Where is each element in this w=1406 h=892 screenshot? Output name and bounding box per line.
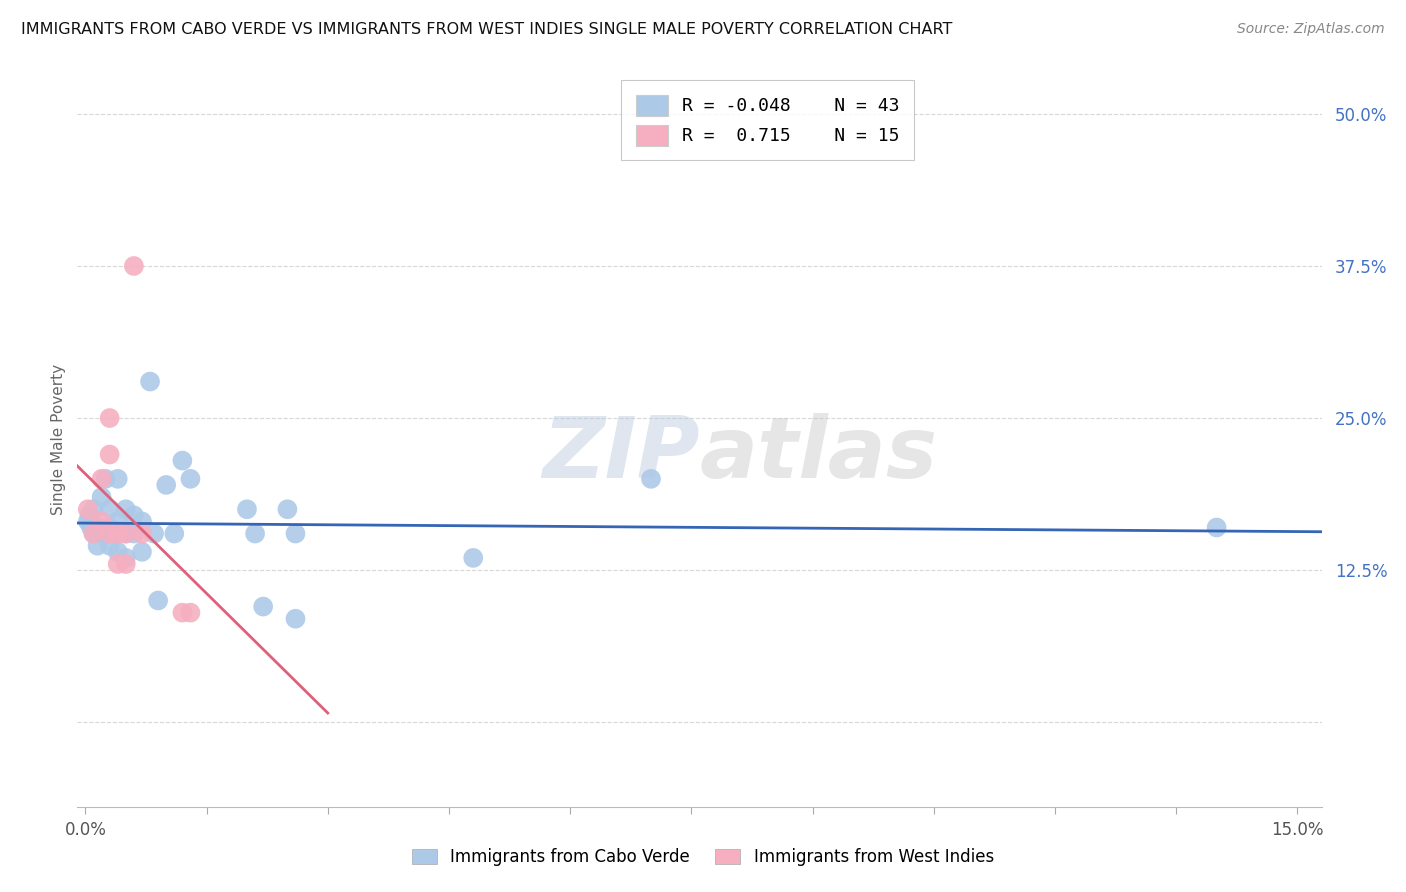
Point: [107, 545, 129, 559]
Point: [98, 448, 121, 462]
Point: [98, 539, 121, 553]
Point: [90, 526, 112, 541]
Point: [82, 502, 104, 516]
Point: [114, 526, 136, 541]
Point: [107, 472, 129, 486]
Point: [640, 472, 662, 486]
Point: [284, 612, 307, 626]
Point: [107, 515, 129, 529]
Point: [90, 515, 112, 529]
Point: [90, 490, 112, 504]
Point: [107, 526, 129, 541]
Point: [89, 520, 111, 534]
Point: [76, 515, 98, 529]
Point: [107, 557, 129, 571]
Point: [114, 502, 136, 516]
Point: [94, 526, 117, 541]
Point: [91, 526, 114, 541]
Point: [90, 472, 112, 486]
Point: [139, 375, 162, 389]
Point: [82, 526, 104, 541]
Y-axis label: Single Male Poverty: Single Male Poverty: [51, 364, 66, 515]
Point: [276, 502, 298, 516]
Point: [236, 502, 259, 516]
Legend: R = -0.048    N = 43, R =  0.715    N = 15: R = -0.048 N = 43, R = 0.715 N = 15: [621, 80, 914, 160]
Point: [79, 508, 101, 523]
Point: [1205, 520, 1227, 534]
Legend: Immigrants from Cabo Verde, Immigrants from West Indies: Immigrants from Cabo Verde, Immigrants f…: [405, 842, 1001, 873]
Point: [80, 520, 103, 534]
Point: [122, 526, 145, 541]
Point: [179, 472, 201, 486]
Point: [122, 259, 145, 273]
Point: [146, 593, 169, 607]
Point: [98, 520, 121, 534]
Point: [143, 526, 166, 541]
Point: [76, 502, 98, 516]
Point: [155, 478, 177, 492]
Text: atlas: atlas: [700, 412, 938, 496]
Point: [114, 550, 136, 565]
Point: [103, 526, 125, 541]
Point: [98, 411, 121, 425]
Point: [179, 606, 201, 620]
Point: [98, 502, 121, 516]
Point: [122, 508, 145, 523]
Point: [463, 550, 485, 565]
Point: [98, 526, 121, 541]
Point: [86, 539, 108, 553]
Point: [114, 526, 136, 541]
Point: [243, 526, 266, 541]
Point: [284, 526, 307, 541]
Point: [163, 526, 186, 541]
Point: [252, 599, 274, 614]
Point: [94, 472, 117, 486]
Point: [131, 526, 153, 541]
Text: ZIP: ZIP: [541, 412, 700, 496]
Text: IMMIGRANTS FROM CABO VERDE VS IMMIGRANTS FROM WEST INDIES SINGLE MALE POVERTY CO: IMMIGRANTS FROM CABO VERDE VS IMMIGRANTS…: [21, 22, 952, 37]
Point: [82, 526, 104, 541]
Text: Source: ZipAtlas.com: Source: ZipAtlas.com: [1237, 22, 1385, 37]
Point: [131, 545, 153, 559]
Point: [114, 557, 136, 571]
Point: [84, 520, 107, 534]
Point: [131, 515, 153, 529]
Point: [172, 453, 194, 467]
Point: [172, 606, 194, 620]
